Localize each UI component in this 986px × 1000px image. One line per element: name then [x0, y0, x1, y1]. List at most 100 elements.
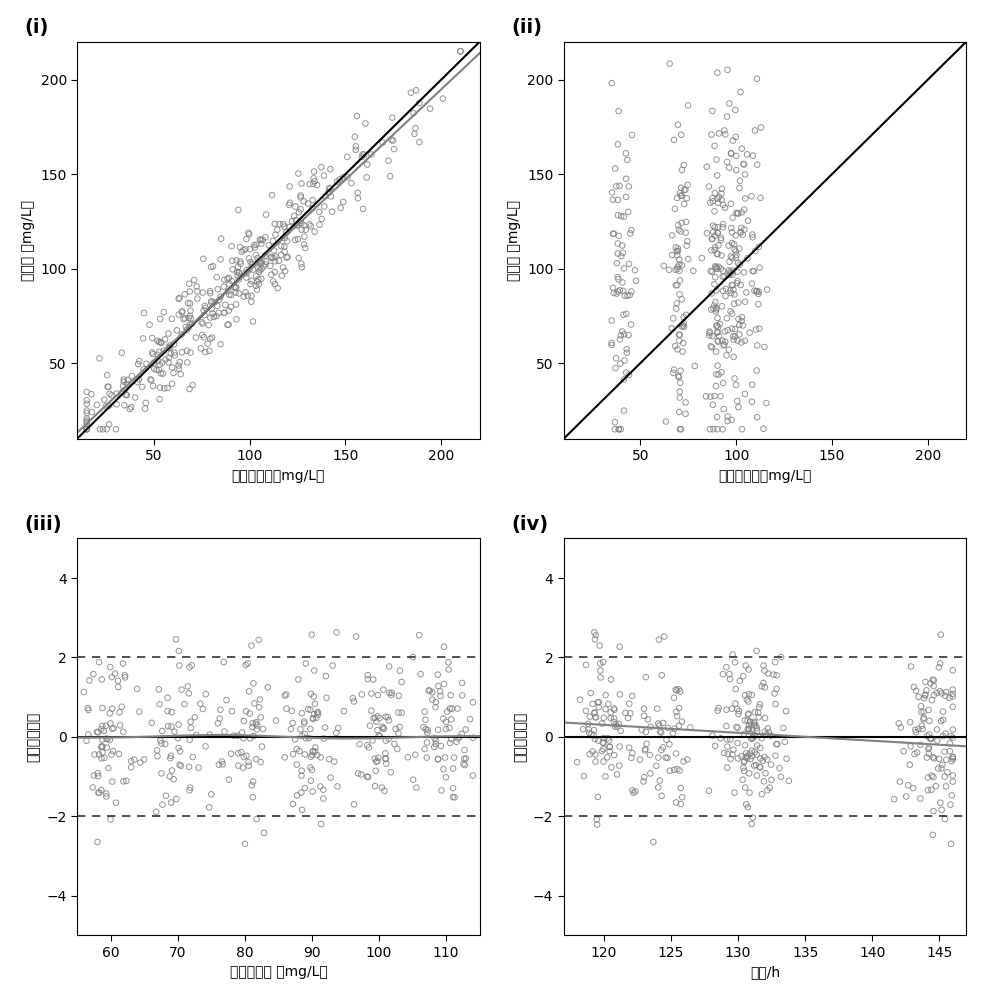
- Point: [267, 248, 283, 264]
- Point: [719, 154, 735, 170]
- Point: [671, 421, 687, 437]
- Point: [756, 724, 772, 740]
- Point: [582, 709, 598, 725]
- Point: [743, 748, 759, 764]
- Point: [710, 125, 726, 141]
- Point: [194, 316, 210, 332]
- Point: [669, 117, 685, 133]
- Point: [932, 627, 948, 643]
- Point: [710, 195, 726, 211]
- Point: [665, 310, 680, 326]
- Point: [736, 763, 751, 779]
- Point: [716, 745, 732, 761]
- Point: [587, 631, 602, 647]
- Point: [668, 301, 683, 317]
- Point: [432, 683, 448, 699]
- Point: [363, 703, 379, 719]
- Point: [622, 225, 638, 241]
- Point: [390, 705, 406, 721]
- Point: [136, 752, 152, 768]
- Point: [736, 754, 751, 770]
- Point: [707, 239, 723, 255]
- Point: [725, 742, 740, 758]
- Point: [653, 667, 669, 683]
- Point: [724, 277, 740, 293]
- Point: [440, 654, 456, 670]
- Point: [758, 752, 774, 768]
- Point: [712, 730, 728, 746]
- Point: [446, 750, 461, 766]
- Point: [709, 219, 725, 235]
- Point: [103, 716, 118, 732]
- Point: [171, 740, 186, 756]
- Point: [381, 731, 396, 747]
- Point: [247, 247, 263, 263]
- Point: [306, 164, 321, 180]
- Point: [706, 276, 722, 292]
- Point: [727, 102, 742, 118]
- Point: [216, 305, 232, 321]
- Point: [361, 739, 377, 755]
- Point: [599, 749, 614, 765]
- Point: [154, 354, 170, 370]
- Point: [780, 773, 796, 789]
- Point: [251, 699, 267, 715]
- Point: [749, 286, 765, 302]
- Point: [724, 321, 740, 337]
- Point: [293, 215, 309, 231]
- Point: [599, 730, 615, 746]
- Point: [204, 330, 220, 346]
- Point: [438, 721, 454, 737]
- Point: [95, 421, 110, 437]
- Point: [705, 218, 721, 234]
- Point: [906, 722, 922, 738]
- Point: [707, 378, 723, 394]
- Point: [281, 219, 297, 235]
- Point: [294, 802, 310, 818]
- Point: [714, 421, 730, 437]
- Point: [257, 248, 273, 264]
- Point: [702, 195, 718, 211]
- Point: [172, 743, 187, 759]
- Point: [667, 262, 682, 278]
- Point: [454, 726, 469, 742]
- Point: [161, 326, 176, 342]
- Point: [602, 705, 618, 721]
- Point: [942, 797, 957, 813]
- Point: [705, 224, 721, 240]
- Point: [693, 250, 709, 266]
- Point: [267, 276, 283, 292]
- Point: [891, 774, 907, 790]
- Point: [445, 760, 460, 776]
- Point: [464, 730, 480, 746]
- Point: [320, 184, 336, 200]
- Point: [778, 751, 794, 767]
- Point: [317, 198, 332, 214]
- Point: [753, 730, 769, 746]
- Point: [84, 404, 100, 420]
- Point: [739, 692, 754, 708]
- Point: [274, 268, 290, 284]
- Point: [79, 403, 95, 419]
- Point: [625, 785, 641, 801]
- Point: [602, 710, 618, 726]
- Point: [700, 783, 716, 799]
- Point: [405, 105, 421, 121]
- Point: [454, 675, 469, 691]
- Point: [456, 756, 471, 772]
- Point: [674, 335, 690, 351]
- Text: (iv): (iv): [511, 515, 548, 534]
- Point: [79, 411, 95, 427]
- Point: [586, 624, 601, 640]
- Point: [619, 710, 635, 726]
- Point: [737, 294, 752, 310]
- Point: [920, 702, 936, 718]
- Point: [622, 316, 638, 332]
- Point: [211, 292, 227, 308]
- Point: [209, 269, 225, 285]
- Point: [278, 701, 294, 717]
- Point: [668, 745, 683, 761]
- Point: [734, 421, 749, 437]
- Point: [279, 233, 295, 249]
- Point: [253, 255, 269, 271]
